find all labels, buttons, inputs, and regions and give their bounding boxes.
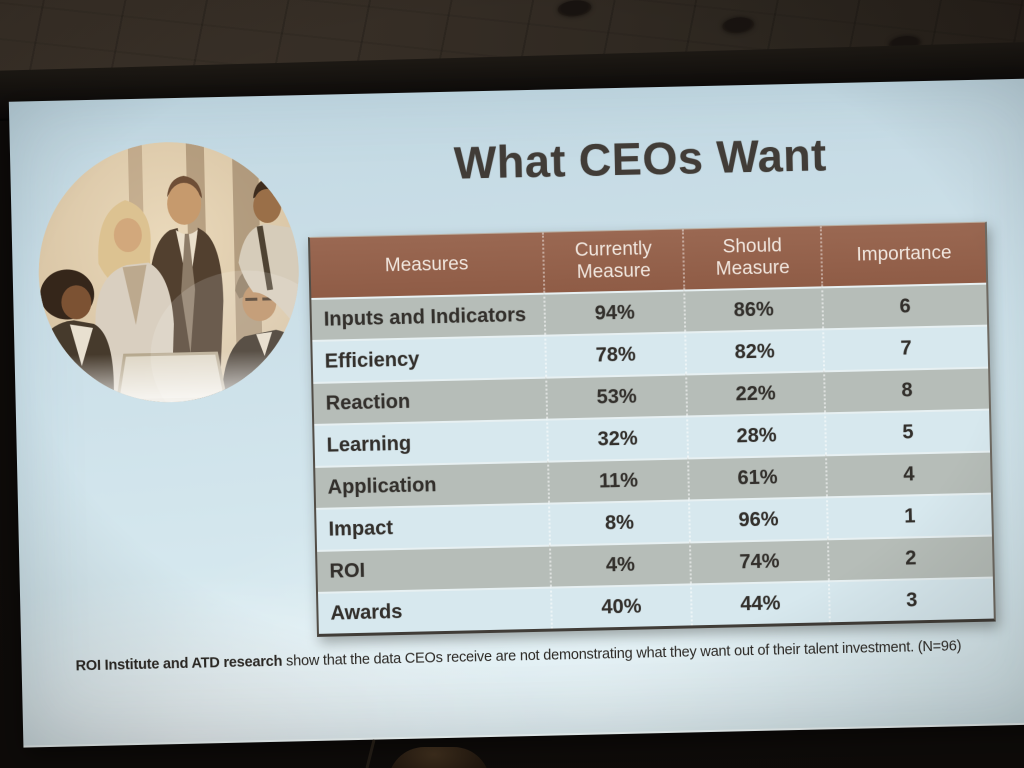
- currently-measure-cell: 11%: [547, 457, 689, 503]
- currently-measure-cell: 4%: [548, 541, 690, 587]
- currently-measure-cell: 53%: [545, 373, 687, 419]
- should-measure-cell: 28%: [686, 412, 826, 458]
- slide-title: What CEOs Want: [453, 129, 828, 189]
- importance-cell: 2: [826, 534, 993, 581]
- measure-cell: Awards: [318, 586, 551, 634]
- should-measure-cell: 44%: [689, 580, 829, 626]
- microphone-silhouette: [365, 739, 376, 768]
- currently-measure-cell: 94%: [543, 289, 685, 335]
- measure-cell: Inputs and Indicators: [311, 292, 545, 340]
- footnote-lead: ROI Institute and ATD research: [75, 653, 283, 675]
- should-measure-cell: 86%: [683, 286, 823, 332]
- measure-cell: Impact: [316, 502, 549, 550]
- slide-footnote: ROI Institute and ATD research show that…: [75, 637, 1024, 675]
- ceo-measures-table: Measures Currently Measure Should Measur…: [307, 221, 996, 637]
- measure-cell: Reaction: [313, 376, 547, 424]
- measure-cell: Efficiency: [312, 334, 546, 382]
- projector-screen-slide: What CEOs Want Measures Currently Measur…: [8, 78, 1024, 748]
- should-measure-cell: 22%: [685, 370, 825, 416]
- footnote-rest: show that the data CEOs receive are not …: [282, 638, 962, 670]
- team-photo: [35, 139, 302, 406]
- currently-measure-cell: 40%: [549, 583, 691, 629]
- measure-cell: ROI: [317, 544, 550, 592]
- importance-cell: 7: [822, 324, 989, 371]
- measure-cell: Learning: [314, 418, 548, 466]
- measure-cell: Application: [315, 460, 549, 508]
- col-header-measures: Measures: [309, 232, 544, 298]
- should-measure-cell: 74%: [688, 538, 828, 584]
- importance-cell: 4: [825, 450, 991, 497]
- recessed-light: [721, 15, 755, 35]
- importance-cell: 1: [825, 492, 992, 539]
- col-header-should-measure: Should Measure: [681, 226, 822, 290]
- importance-cell: 8: [823, 366, 990, 413]
- importance-cell: 3: [827, 576, 994, 623]
- currently-measure-cell: 32%: [546, 415, 688, 461]
- should-measure-cell: 82%: [684, 328, 824, 374]
- currently-measure-cell: 8%: [548, 499, 689, 545]
- audience-head-silhouette: [388, 747, 490, 768]
- col-header-importance: Importance: [819, 222, 987, 287]
- should-measure-cell: 96%: [688, 496, 827, 542]
- recessed-light: [556, 0, 593, 19]
- should-measure-cell: 61%: [687, 454, 826, 500]
- importance-cell: 6: [821, 282, 988, 329]
- team-photo-illustration: [35, 140, 302, 406]
- importance-cell: 5: [824, 408, 990, 455]
- currently-measure-cell: 78%: [544, 331, 686, 377]
- col-header-currently-measure: Currently Measure: [541, 229, 684, 293]
